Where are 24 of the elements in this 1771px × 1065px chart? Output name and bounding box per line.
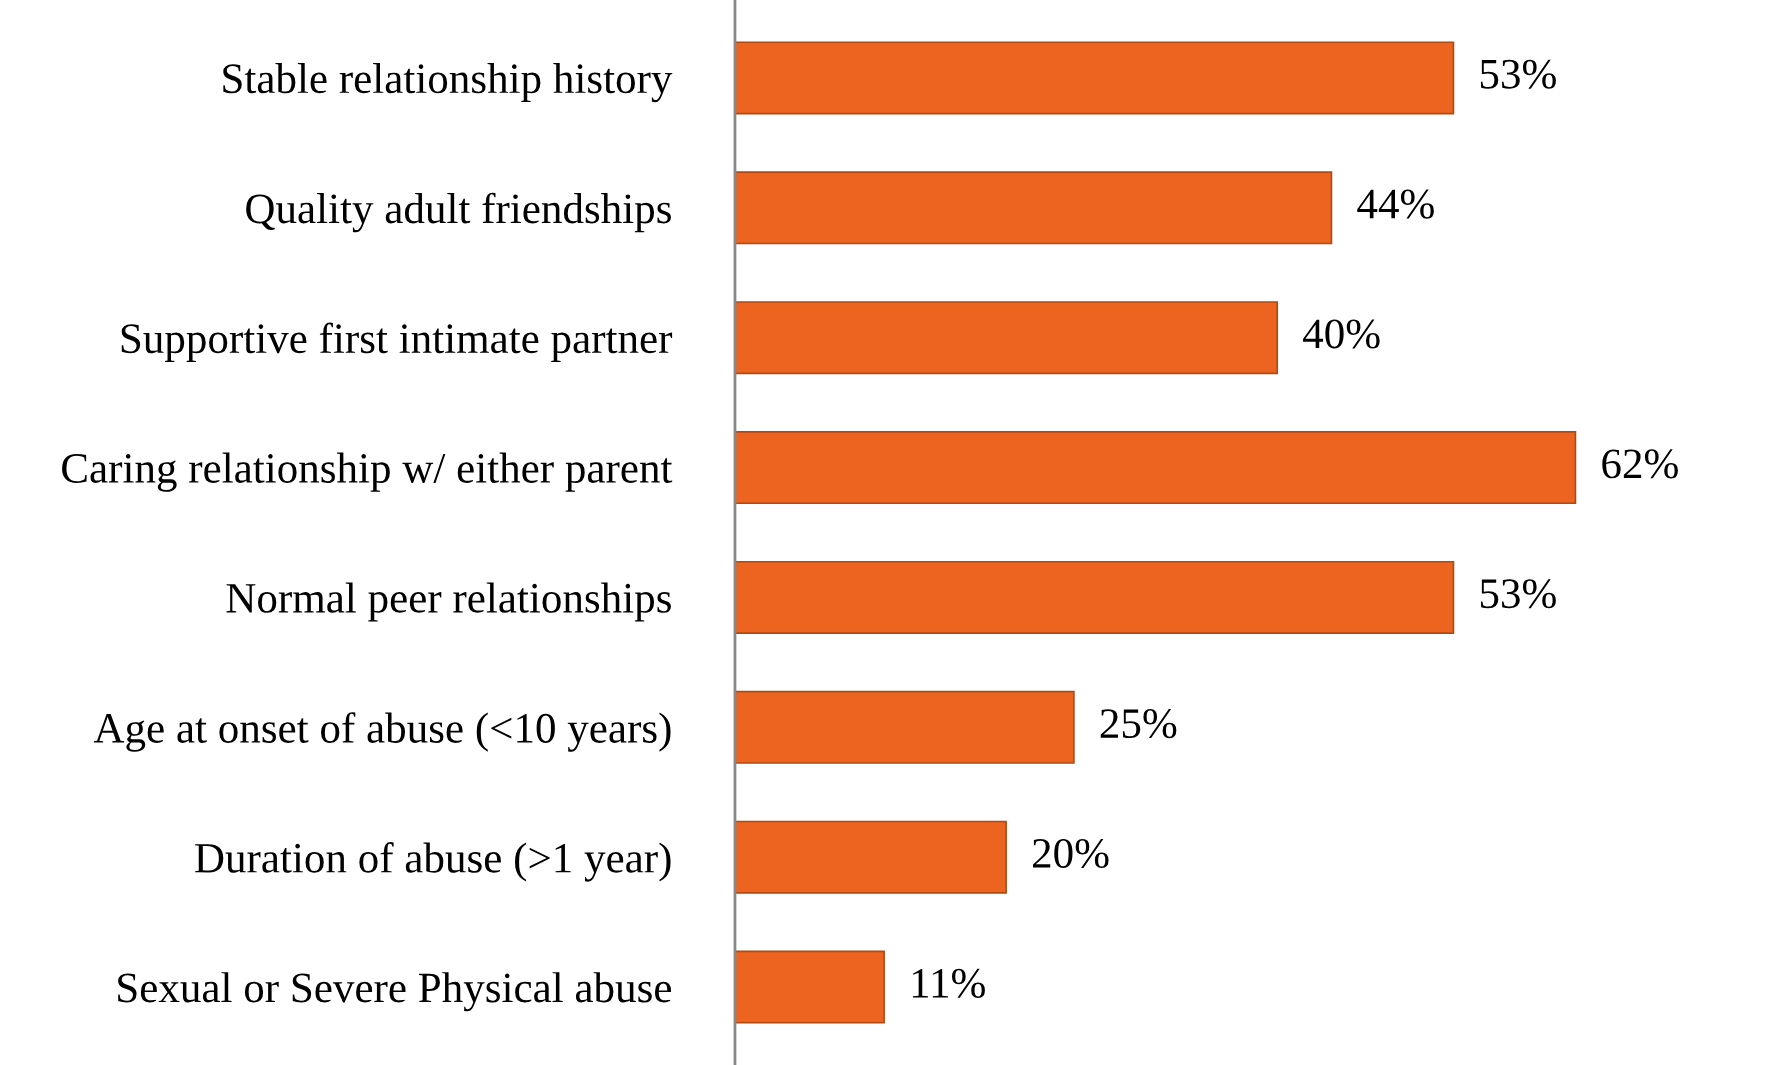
bar <box>734 690 1075 764</box>
data-label: 53% <box>1480 579 1556 609</box>
bar <box>734 560 1455 634</box>
y-tick-label: Normal peer relationships <box>226 582 671 622</box>
data-label: 25% <box>1100 709 1177 739</box>
data-label: 11% <box>912 968 985 998</box>
bar <box>734 431 1577 505</box>
y-tick-label: Caring relationship w/ either parent <box>62 452 673 492</box>
y-tick-label: Quality adult friendships <box>246 192 671 233</box>
y-tick-label: Duration of abuse (>1 year) <box>195 842 671 882</box>
data-label: 53% <box>1480 59 1556 89</box>
y-tick-label: Age at onset of abuse (<10 years) <box>93 712 671 752</box>
data-label: 40% <box>1303 319 1380 349</box>
bar <box>734 301 1279 375</box>
data-label: 44% <box>1357 189 1434 219</box>
y-tick-label: Stable relationship history <box>223 62 673 103</box>
bar <box>734 820 1007 894</box>
bar <box>734 171 1333 245</box>
data-label: 20% <box>1032 838 1109 869</box>
y-tick-label: Supportive first intimate partner <box>121 322 673 363</box>
bar <box>734 41 1455 115</box>
data-label: 62% <box>1602 449 1678 479</box>
bar <box>734 950 885 1024</box>
y-tick-label: Sexual or Severe Physical abuse <box>118 972 671 1012</box>
